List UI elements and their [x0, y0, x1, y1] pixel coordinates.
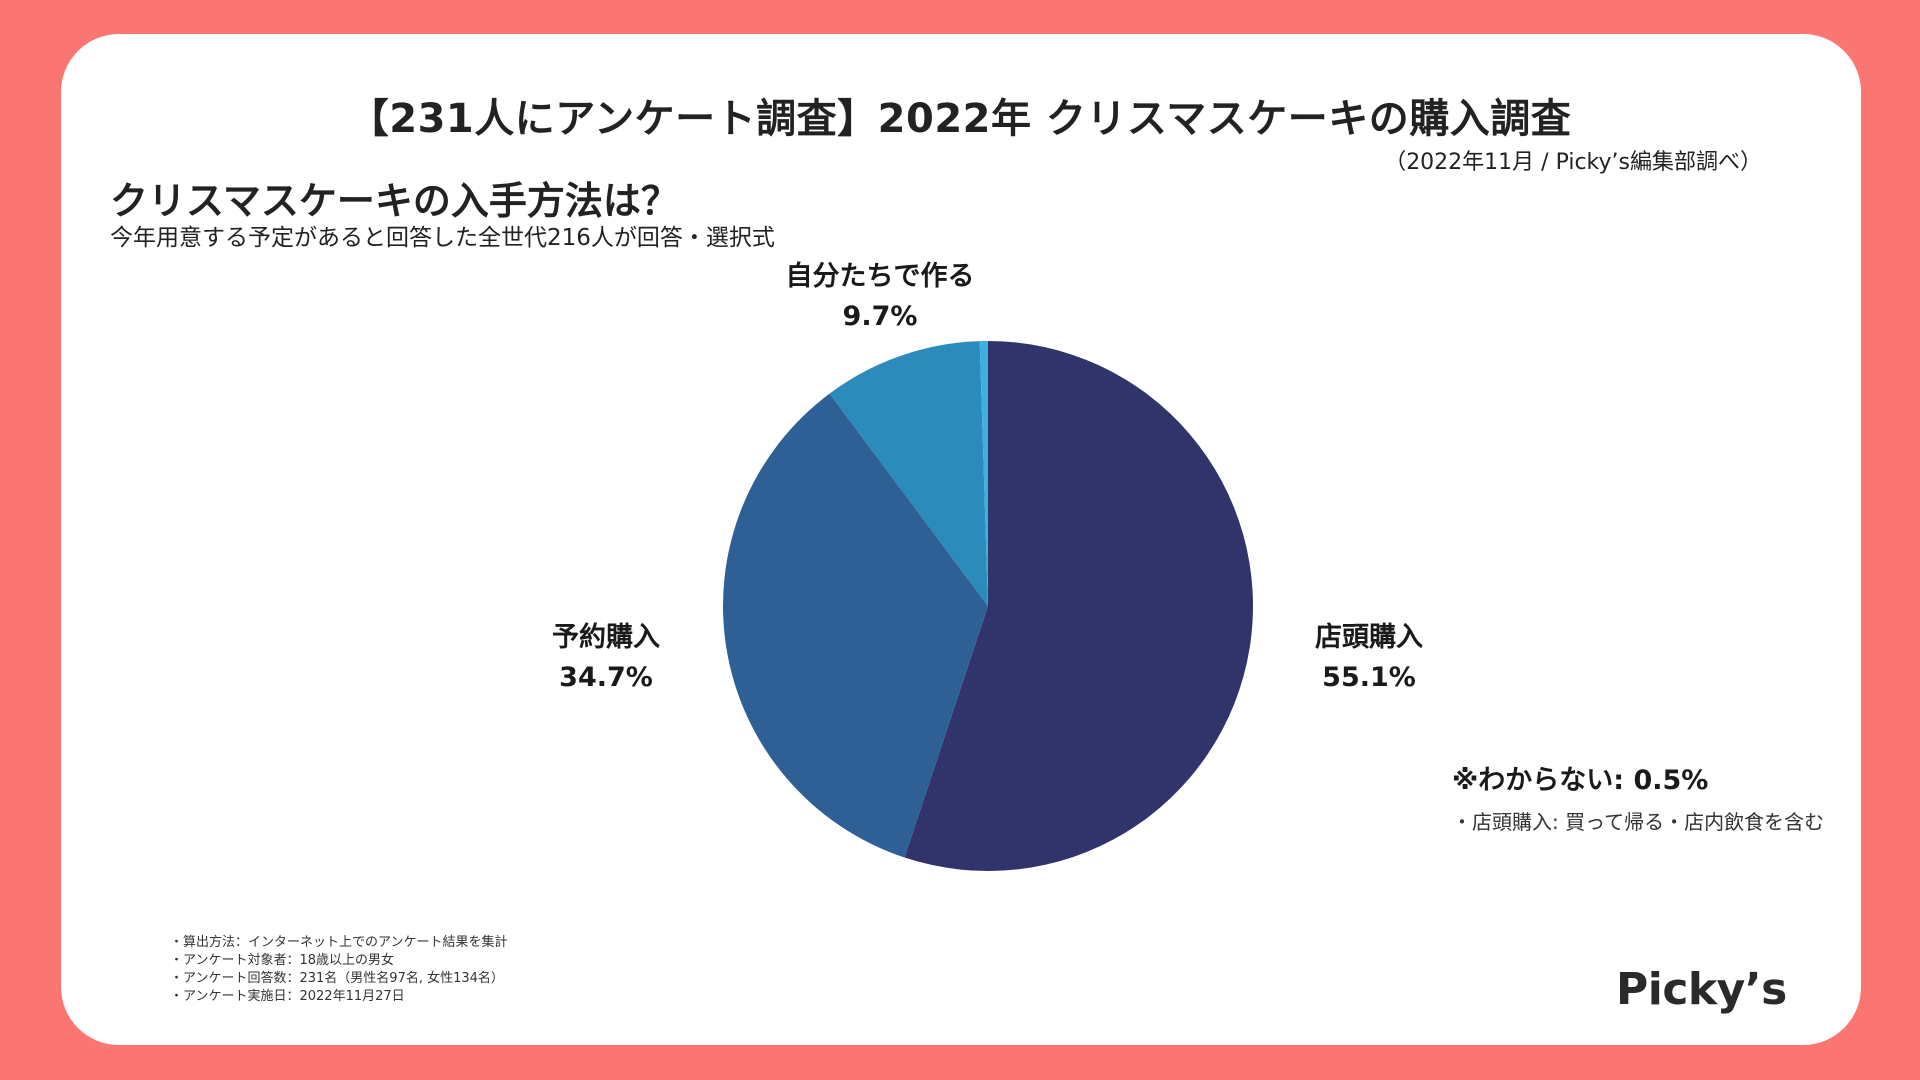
pie-slice-store [904, 341, 1253, 871]
question-subtitle: 今年用意する予定があると回答した全世代216人が回答・選択式 [110, 225, 775, 251]
slice-label-homemade-name: 自分たちで作る [785, 261, 975, 292]
slice-label-store-value: 55.1% [1322, 662, 1416, 693]
pie-slice-reserve [722, 393, 988, 858]
slice-label-reserve: 予約購入 34.7% [506, 618, 706, 698]
unknown-annotation: ※わからない: 0.5% [1452, 765, 1709, 796]
slice-label-store: 店頭購入 55.1% [1269, 618, 1469, 698]
question-title: クリスマスケーキの入手方法は？ [110, 179, 679, 223]
store-purchase-note: ・店頭購入: 買って帰る・店内飲食を含む [1452, 810, 1825, 834]
slice-label-store-name: 店頭購入 [1315, 622, 1423, 653]
survey-method: ・算出方法：インターネット上でのアンケート結果を集計 ・アンケート対象者：18歳… [170, 934, 507, 1006]
method-line: ・アンケート対象者：18歳以上の男女 [170, 953, 395, 968]
method-line: ・アンケート実施日：2022年11月27日 [170, 989, 405, 1004]
pie-slice-homemade [829, 341, 988, 606]
slice-label-homemade: 自分たちで作る 9.7% [720, 257, 1040, 337]
slice-label-reserve-value: 34.7% [559, 662, 653, 693]
pie-slice-unknown [979, 341, 988, 606]
brand-logo: Picky’s [1616, 964, 1787, 1015]
method-line: ・算出方法：インターネット上でのアンケート結果を集計 [170, 935, 508, 950]
source-note: （2022年11月 / Picky’s編集部調べ） [1384, 150, 1762, 175]
method-line: ・アンケート回答数：231名（男性名97名, 女性134名） [170, 971, 504, 986]
slice-label-homemade-value: 9.7% [842, 301, 918, 332]
slice-label-reserve-name: 予約購入 [552, 622, 660, 653]
page-title: 【231人にアンケート調査】2022年 クリスマスケーキの購入調査 [348, 96, 1572, 142]
